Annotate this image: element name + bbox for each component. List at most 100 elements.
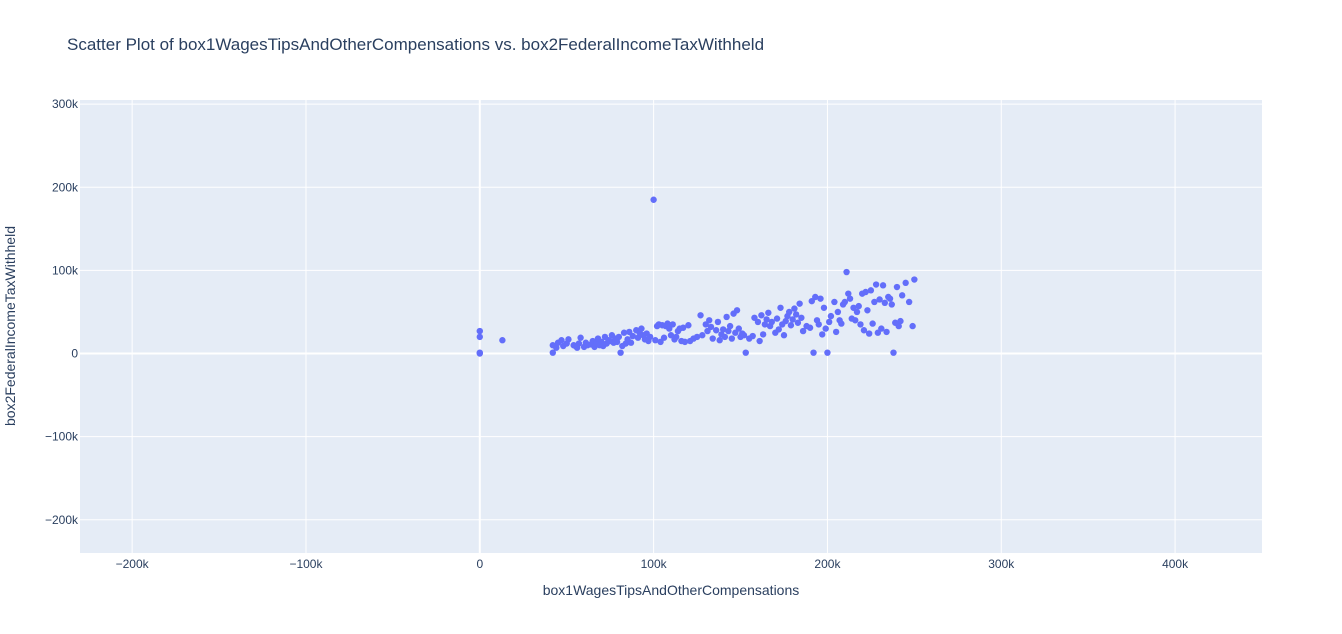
data-point (476, 349, 483, 356)
data-point (763, 316, 770, 323)
data-point (824, 349, 831, 356)
data-point (765, 309, 772, 316)
data-point (888, 301, 895, 308)
data-point (817, 295, 824, 302)
y-tick-label: 300k (52, 97, 79, 111)
data-point (853, 308, 861, 316)
data-point (832, 328, 840, 336)
data-point (721, 333, 729, 341)
data-point (787, 322, 795, 329)
data-point (650, 196, 657, 203)
data-point (549, 349, 556, 356)
data-point (761, 321, 769, 328)
data-point (728, 335, 736, 342)
data-point (831, 298, 838, 306)
y-tick-label: 200k (52, 180, 79, 194)
data-point (712, 327, 720, 334)
data-point (558, 337, 565, 344)
data-point (780, 332, 788, 339)
data-point (679, 324, 687, 331)
data-point (872, 281, 880, 288)
data-point (860, 327, 868, 334)
data-point (782, 317, 789, 325)
data-point (754, 318, 762, 326)
y-tick-label: 100k (52, 263, 79, 277)
data-point (911, 276, 918, 283)
data-point (879, 282, 887, 289)
data-point (838, 320, 845, 327)
data-point (725, 327, 732, 335)
chart-title: Scatter Plot of box1WagesTipsAndOtherCom… (67, 35, 764, 54)
data-point (810, 349, 817, 356)
y-tick-labels: −200k −100k 0 100k 200k 300k (45, 97, 79, 527)
data-point (693, 333, 701, 341)
x-tick-label: 400k (1162, 557, 1189, 571)
data-point (777, 304, 784, 311)
data-point (499, 337, 506, 344)
data-point (893, 283, 901, 291)
data-point (575, 340, 583, 347)
data-point (855, 302, 862, 310)
data-point (794, 319, 802, 326)
data-point (719, 326, 727, 333)
x-gridlines (131, 100, 1176, 553)
data-point (827, 312, 835, 320)
data-point (669, 321, 676, 328)
data-point (895, 322, 902, 330)
y-tick-label: −200k (45, 513, 79, 527)
x-tick-label: 200k (814, 557, 841, 571)
data-point (812, 293, 819, 301)
data-point (799, 327, 807, 335)
data-point (726, 322, 734, 330)
data-point (786, 308, 793, 316)
data-point (733, 307, 741, 314)
data-point (834, 308, 842, 316)
data-point (735, 325, 742, 332)
data-point (664, 320, 671, 327)
data-point (825, 318, 833, 326)
data-point (883, 328, 890, 336)
data-point (843, 268, 850, 276)
data-point (565, 336, 572, 343)
data-point (749, 332, 756, 340)
data-point (652, 337, 659, 344)
data-point (714, 318, 722, 326)
data-point (864, 307, 871, 314)
data-point (909, 322, 916, 330)
data-point (871, 298, 878, 306)
data-point (723, 313, 730, 321)
data-point (841, 298, 849, 306)
data-point (869, 320, 876, 327)
data-point (881, 299, 889, 307)
data-point (775, 326, 782, 333)
data-point (897, 317, 904, 325)
data-point (845, 290, 852, 297)
data-point (615, 333, 623, 341)
data-point (620, 329, 628, 336)
scatter-points (476, 196, 918, 357)
data-point (798, 314, 805, 321)
data-point (820, 304, 828, 311)
data-point (613, 338, 621, 346)
x-axis-title: box1WagesTipsAndOtherCompensations (543, 582, 800, 598)
data-point (707, 323, 715, 331)
data-point (716, 337, 723, 344)
x-tick-label: 100k (641, 557, 668, 571)
data-point (673, 333, 680, 341)
data-point (852, 317, 859, 324)
data-point (796, 300, 803, 307)
data-point (759, 331, 767, 338)
x-tick-label: 300k (988, 557, 1015, 571)
data-point (681, 338, 689, 346)
data-point (791, 305, 798, 312)
data-point (789, 316, 796, 323)
data-point (685, 322, 692, 329)
data-point (898, 292, 906, 299)
data-point (876, 296, 883, 303)
data-point (902, 279, 909, 287)
data-point (740, 332, 748, 339)
y-axis-title: box2FederalIncomeTaxWithheld (2, 226, 18, 426)
y-tick-label: −100k (45, 430, 79, 444)
data-point (706, 317, 713, 324)
